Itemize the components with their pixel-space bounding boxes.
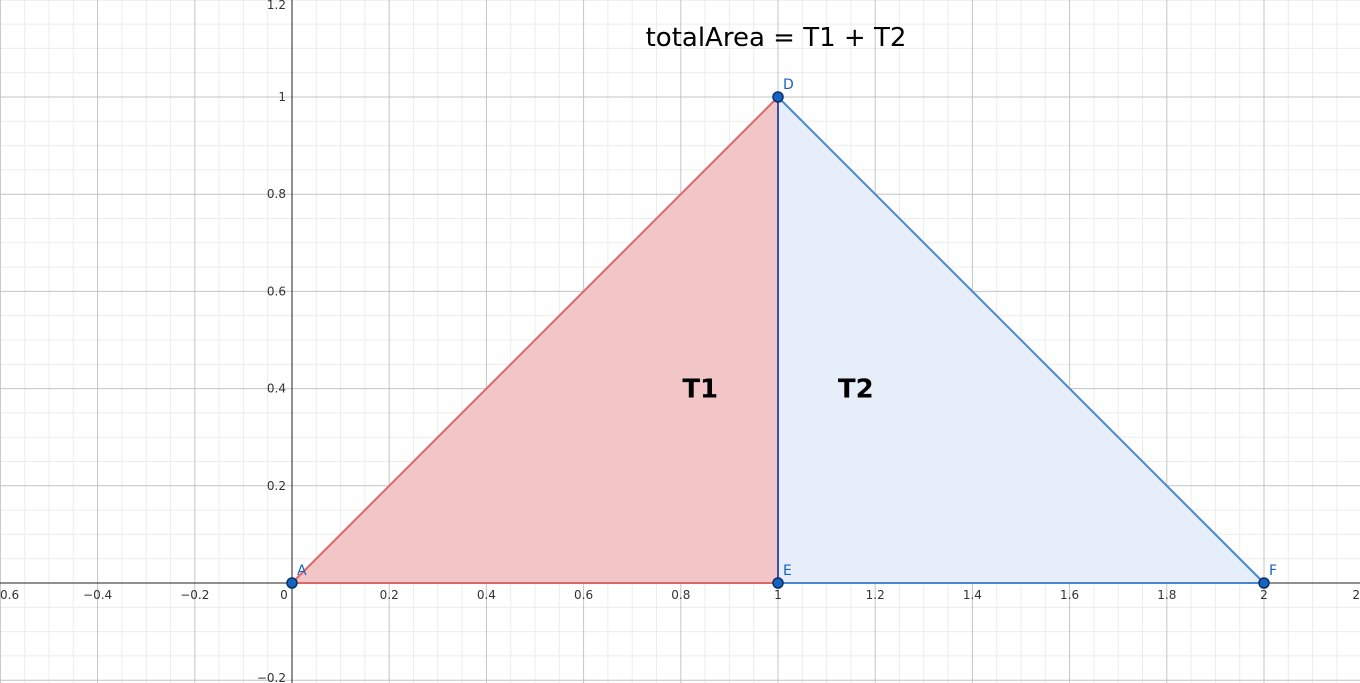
x-tick-label: 2 [1260,588,1268,602]
x-tick-label: 0.6 [574,588,593,602]
x-tick-label: 0.4 [477,588,496,602]
x-tick-label: 1.8 [1157,588,1176,602]
segment-df[interactable] [777,96,1265,584]
y-tick-label: 0.4 [267,382,286,396]
y-tick-label: 0.8 [267,187,286,201]
point-label-a: A [297,563,307,579]
y-tick-label: 0.6 [267,284,286,298]
x-tick-label: 0 [280,588,288,602]
point-label-f: F [1269,563,1277,579]
y-tick-label: 1.2 [267,0,286,12]
x-tick-label: 1.6 [1060,588,1079,602]
y-tick-label: 1 [278,90,286,104]
x-tick-label: 0.6 [0,588,19,602]
x-tick-label: 2 [1352,588,1360,602]
region-label-t2: T2 [838,375,874,405]
x-tick-label: 1 [774,588,782,602]
segment-ad[interactable] [291,96,779,584]
point-label-d: D [783,77,794,93]
region-label-t1: T1 [682,375,718,405]
point-d[interactable] [772,91,784,103]
x-tick-label: 0.2 [380,588,399,602]
y-tick-label: −0.2 [257,671,286,683]
x-tick-label: 0.8 [671,588,690,602]
y-tick-label: 0.2 [267,479,286,493]
x-tick-label: 1.2 [866,588,885,602]
point-a[interactable] [286,577,298,589]
x-tick-labels: 0.6 −0.4 −0.2 0 0.2 0.4 0.6 0.8 1 1.2 1.4 1.6 1.8 2 2 [0,588,1360,602]
x-tick-label: 1.4 [963,588,982,602]
y-tick-labels: 1.2 1 0.8 0.6 0.4 0.2 −0.2 [257,0,286,683]
formula-text: totalArea = T1 + T2 [646,23,907,53]
point-label-e: E [783,563,792,579]
points: A D E F [286,77,1277,589]
x-tick-label: −0.4 [83,588,112,602]
point-e[interactable] [772,577,784,589]
point-f[interactable] [1258,577,1270,589]
x-tick-label: −0.2 [180,588,209,602]
